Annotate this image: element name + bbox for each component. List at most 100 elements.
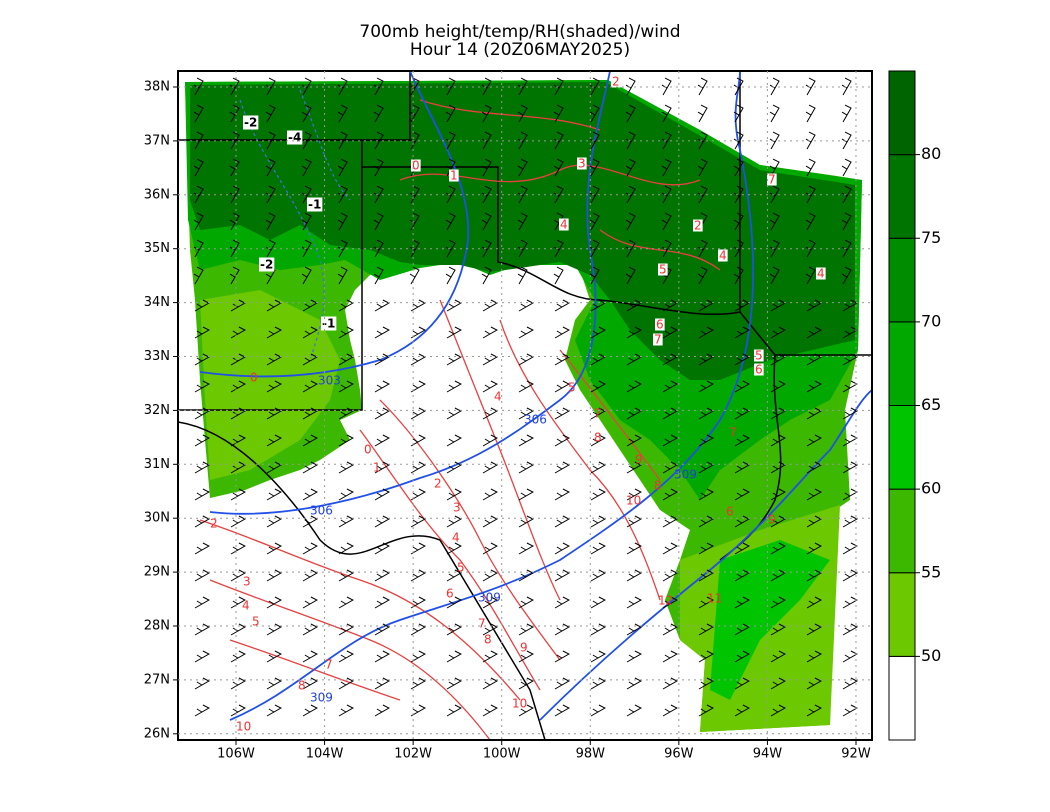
wind-barb (229, 212, 240, 231)
wind-barb (661, 212, 672, 231)
colorbar-label: 65 (921, 395, 941, 414)
wind-barb (446, 353, 462, 366)
label-box (754, 349, 764, 362)
wind-barb (230, 542, 246, 555)
wind-barb (806, 434, 822, 447)
lat-label: 33N (144, 349, 170, 364)
temp-label: 8 (298, 679, 306, 693)
wind-barb (698, 326, 714, 339)
wind-barb (841, 212, 852, 231)
label-box (577, 157, 587, 170)
wind-barb (626, 704, 642, 717)
lon-label: 94W (753, 747, 783, 762)
wind-barb (626, 677, 642, 690)
wind-barb (769, 212, 780, 231)
temp-label: 9 (635, 453, 643, 467)
wind-barb (338, 515, 354, 528)
wind-barb (482, 623, 498, 636)
wind-barb (770, 623, 786, 636)
lat-label: 30N (144, 511, 170, 526)
colorbar-label: 55 (921, 562, 941, 581)
wind-barb (229, 104, 240, 123)
wind-barb (661, 158, 672, 177)
wind-barb (806, 623, 822, 636)
temp-label: 5 (659, 263, 667, 277)
height-label: 303 (318, 374, 341, 388)
wind-barb (410, 650, 426, 663)
lat-label: 37N (144, 133, 170, 148)
wind-barb (697, 104, 708, 123)
wind-barb (697, 158, 708, 177)
wind-barb (410, 677, 426, 690)
wind-barb (301, 104, 312, 123)
wind-barb (698, 407, 714, 420)
colorbar-swatch (888, 237, 916, 323)
wind-barb (518, 461, 534, 474)
wind-barb (662, 515, 678, 528)
label-box (259, 257, 275, 272)
wind-barb (266, 677, 282, 690)
wind-barb (517, 266, 528, 285)
wind-barb (734, 488, 750, 501)
wind-barb (518, 407, 534, 420)
wind-barb (302, 488, 318, 501)
wind-barb (518, 380, 534, 393)
wind-barb (373, 212, 384, 231)
wind-barb (410, 704, 426, 717)
wind-barb (302, 434, 318, 447)
label-box (307, 197, 323, 212)
wind-barb (769, 77, 780, 96)
wind-barb (302, 596, 318, 609)
wind-barb (734, 650, 750, 663)
wind-barb (445, 266, 456, 285)
wind-barb (662, 569, 678, 582)
wind-barb (302, 677, 318, 690)
wind-barb (482, 353, 498, 366)
wind-barb (518, 677, 534, 690)
wind-barb (301, 212, 312, 231)
wind-barb (518, 353, 534, 366)
wind-barb (518, 515, 534, 528)
wind-barb (770, 461, 786, 474)
wind-barb (842, 542, 858, 555)
wind-barb (338, 704, 354, 717)
wind-barb (337, 212, 348, 231)
wind-barb (625, 212, 636, 231)
wind-barb (446, 677, 462, 690)
rh-shade (200, 290, 340, 480)
wind-barb (698, 623, 714, 636)
wind-barb (806, 704, 822, 717)
wind-barb (482, 407, 498, 420)
wind-barb (194, 515, 210, 528)
wind-barb (589, 158, 600, 177)
wind-barb (194, 488, 210, 501)
temp-label: 4 (719, 249, 727, 263)
wind-barb (302, 569, 318, 582)
wind-barb (662, 488, 678, 501)
wind-barb (589, 212, 600, 231)
wind-barb (338, 380, 354, 393)
boxed-label: -4 (288, 131, 301, 145)
wind-barb (698, 488, 714, 501)
colorbar-label: 70 (921, 311, 941, 330)
wind-barb (194, 434, 210, 447)
boxed-label: -1 (322, 317, 335, 331)
wind-barb (446, 623, 462, 636)
wind-barb (734, 461, 750, 474)
wind-barb (770, 596, 786, 609)
colorbar-swatch (888, 154, 916, 239)
wind-barb (374, 650, 390, 663)
wind-barb (266, 461, 282, 474)
lon-label: 98W (576, 747, 606, 762)
wind-barb (338, 542, 354, 555)
lat-label: 38N (144, 80, 170, 95)
wind-barb (410, 461, 426, 474)
wind-barb (769, 158, 780, 177)
wind-barb (806, 569, 822, 582)
height-contour (239, 89, 351, 361)
wind-barb (590, 461, 606, 474)
wind-barb (446, 650, 462, 663)
label-box (243, 115, 259, 130)
boxed-label: -2 (260, 258, 273, 272)
wind-barb (194, 461, 210, 474)
